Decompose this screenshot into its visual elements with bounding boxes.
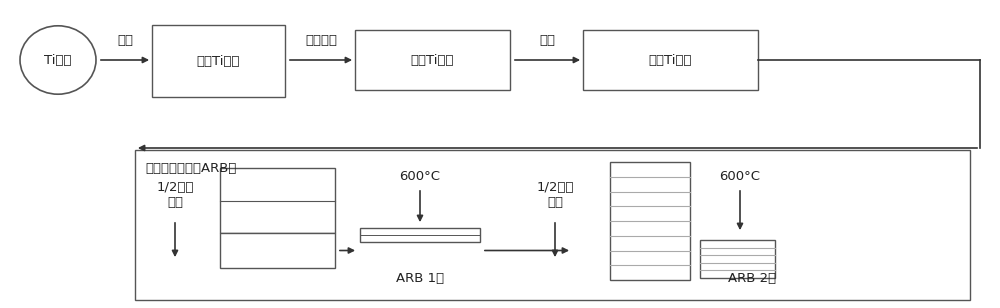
Bar: [360, 228, 480, 242]
Text: ARB 2次: ARB 2次: [728, 272, 777, 285]
Text: 1/2截断
堆砌: 1/2截断 堆砌: [156, 181, 194, 209]
Text: 1/2截断
堆砌: 1/2截断 堆砌: [536, 181, 574, 209]
Text: 轧制Ti板材: 轧制Ti板材: [411, 54, 454, 67]
Bar: [355, 30, 510, 90]
Text: 累积轧制叠合（ARB）: 累积轧制叠合（ARB）: [145, 162, 236, 175]
Text: ARB 1次: ARB 1次: [396, 272, 444, 285]
Text: 室温轧制: 室温轧制: [305, 34, 337, 47]
Text: 600°C: 600°C: [400, 170, 440, 183]
Text: 退火Ti板材: 退火Ti板材: [649, 54, 692, 67]
Bar: [610, 162, 690, 280]
Ellipse shape: [20, 26, 96, 94]
Text: 包套Ti切屑: 包套Ti切屑: [197, 55, 240, 67]
Bar: [152, 25, 285, 97]
Bar: [220, 233, 335, 268]
Bar: [700, 240, 775, 278]
Text: 退火: 退火: [540, 34, 556, 47]
Text: 600°C: 600°C: [720, 170, 761, 183]
Text: 球磨: 球磨: [117, 34, 133, 47]
Text: Ti切屑: Ti切屑: [44, 54, 72, 67]
Bar: [220, 168, 335, 233]
Bar: [135, 150, 970, 300]
Bar: [583, 30, 758, 90]
